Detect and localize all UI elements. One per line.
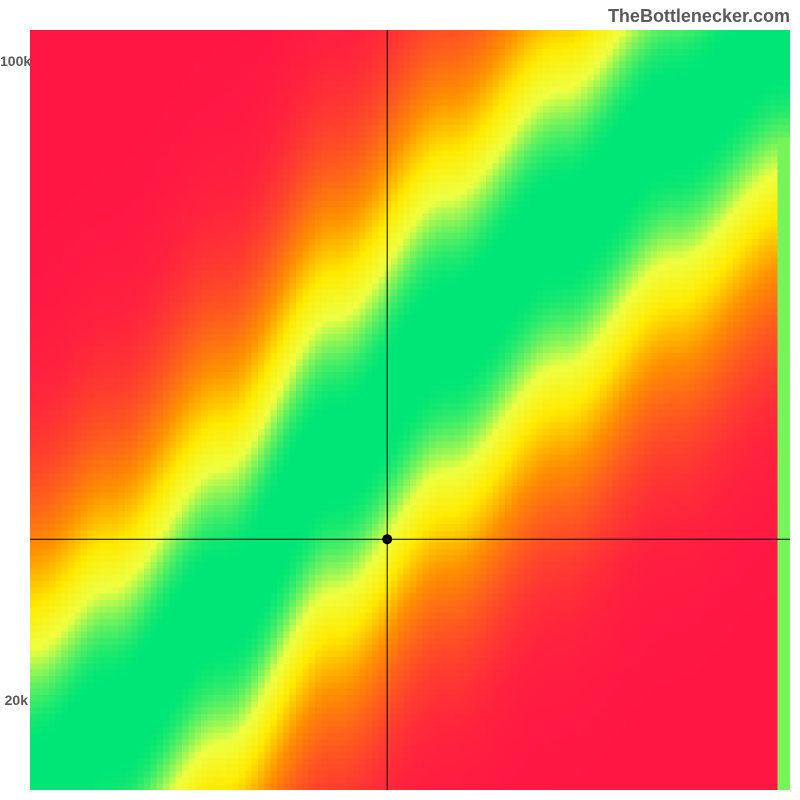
- y-tick-label: 100k: [0, 53, 28, 69]
- y-tick-label: 20k: [0, 692, 28, 708]
- bottleneck-heatmap: [30, 30, 790, 790]
- watermark-text: TheBottlenecker.com: [608, 6, 790, 27]
- chart-container: TheBottlenecker.com 100k 20k: [0, 0, 800, 800]
